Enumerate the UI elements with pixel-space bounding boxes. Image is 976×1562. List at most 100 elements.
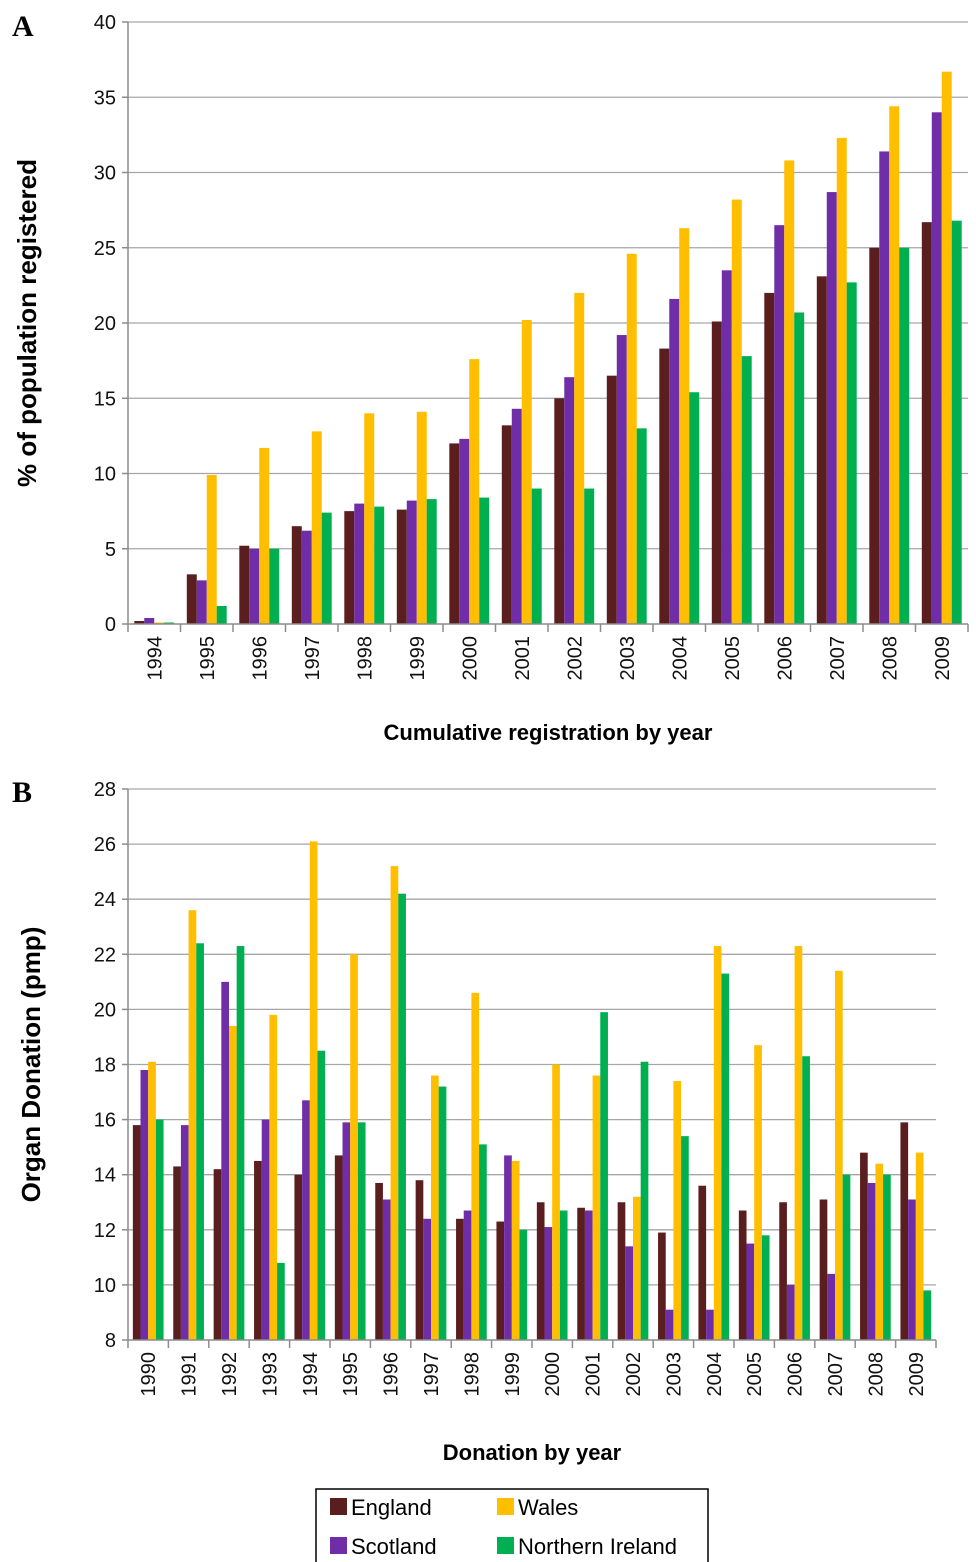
bar-scotland-1997 — [301, 530, 312, 624]
x-tick-label: 1992 — [219, 1352, 241, 1397]
x-tick-label: 2001 — [583, 1352, 605, 1397]
y-tick-label: 25 — [94, 238, 116, 260]
y-tick-label: 24 — [94, 889, 116, 911]
bar-scotland-1998 — [354, 503, 365, 624]
bar-england-2004 — [659, 348, 670, 624]
x-tick-label: 2002 — [564, 636, 586, 681]
bar-scotland-2003 — [616, 335, 627, 624]
bar-england-1998 — [344, 511, 355, 624]
x-tick-label: 1991 — [179, 1352, 201, 1397]
bar-scotland-2009 — [908, 1199, 916, 1340]
bar-england-1995 — [334, 1155, 343, 1340]
bar-scotland-1990 — [140, 1070, 149, 1340]
bar-northern-ireland-1997 — [438, 1086, 447, 1340]
bar-northern-ireland-2003 — [636, 428, 647, 624]
bar-england-1994 — [294, 1174, 303, 1340]
bar-scotland-2006 — [786, 1284, 795, 1340]
bar-wales-1992 — [229, 1025, 237, 1340]
bar-wales-2009 — [915, 1152, 924, 1340]
bar-wales-1999 — [416, 411, 427, 624]
y-tick-label: 15 — [94, 388, 116, 410]
bar-scotland-2004 — [706, 1309, 714, 1340]
bar-england-1991 — [173, 1166, 181, 1340]
bar-northern-ireland-1994 — [164, 622, 175, 624]
bar-northern-ireland-1992 — [236, 946, 245, 1340]
x-tick-label: 2006 — [774, 636, 796, 681]
y-tick-label: 35 — [94, 87, 116, 109]
y-tick-label: 26 — [94, 834, 116, 856]
bar-scotland-1999 — [406, 500, 417, 624]
bar-wales-1995 — [350, 954, 358, 1340]
bar-england-1999 — [496, 1221, 505, 1340]
bar-england-2000 — [536, 1202, 545, 1340]
y-tick-label: 22 — [94, 944, 116, 966]
legend: England Wales Scotland Northern Ireland — [315, 1488, 709, 1562]
bar-scotland-2005 — [721, 270, 732, 624]
bar-wales-2004 — [679, 228, 690, 624]
bar-northern-ireland-1998 — [374, 506, 385, 624]
bar-england-1990 — [132, 1125, 141, 1340]
x-tick-label: 2005 — [722, 636, 744, 681]
y-tick-label: 40 — [94, 12, 116, 34]
bar-northern-ireland-2003 — [681, 1136, 689, 1340]
y-tick-label: 0 — [105, 614, 116, 636]
bar-scotland-2004 — [669, 298, 680, 624]
bar-england-2001 — [501, 425, 512, 624]
bar-wales-1997 — [311, 431, 322, 624]
bar-scotland-1992 — [221, 981, 229, 1340]
bar-scotland-2003 — [665, 1309, 674, 1340]
legend-swatch-northern-ireland — [497, 1537, 514, 1554]
bar-scotland-1995 — [342, 1122, 351, 1340]
bar-scotland-1993 — [261, 1119, 270, 1340]
bar-wales-1996 — [259, 447, 270, 624]
y-tick-label: 20 — [94, 999, 116, 1021]
bar-scotland-2000 — [459, 438, 470, 624]
bar-england-2006 — [779, 1202, 787, 1340]
bar-northern-ireland-2008 — [883, 1174, 891, 1340]
bar-scotland-1994 — [302, 1100, 310, 1340]
x-tick-label: 1994 — [144, 636, 166, 681]
bar-england-2005 — [738, 1210, 747, 1340]
bar-northern-ireland-2008 — [899, 247, 910, 624]
bar-england-2008 — [869, 247, 880, 624]
bar-scotland-2007 — [827, 1273, 835, 1340]
bar-northern-ireland-2007 — [846, 282, 857, 624]
bar-wales-1996 — [390, 866, 399, 1340]
bar-wales-2008 — [875, 1163, 884, 1340]
y-tick-label: 8 — [105, 1330, 116, 1352]
bar-wales-2003 — [626, 253, 637, 624]
bar-scotland-1991 — [180, 1125, 189, 1340]
bar-northern-ireland-2001 — [531, 488, 542, 624]
bar-scotland-2000 — [544, 1227, 553, 1340]
x-tick-label: 1999 — [502, 1352, 524, 1397]
bar-northern-ireland-1996 — [269, 548, 280, 624]
bar-england-1999 — [396, 509, 407, 624]
bar-england-2009 — [921, 222, 932, 625]
bar-scotland-1996 — [382, 1199, 391, 1340]
bar-scotland-2005 — [746, 1243, 755, 1340]
x-tick-label: 2003 — [617, 636, 639, 681]
bar-wales-1990 — [148, 1061, 156, 1340]
bar-scotland-2009 — [931, 112, 942, 625]
bar-wales-2005 — [754, 1045, 762, 1340]
bar-northern-ireland-2005 — [761, 1235, 770, 1340]
bar-scotland-2008 — [879, 151, 890, 624]
bar-england-1998 — [456, 1218, 464, 1340]
bar-northern-ireland-1997 — [321, 512, 332, 624]
bar-northern-ireland-1993 — [277, 1262, 285, 1340]
bar-scotland-1998 — [463, 1210, 472, 1340]
bar-scotland-2002 — [564, 377, 575, 624]
y-tick-label: 28 — [94, 779, 116, 801]
bar-scotland-1996 — [249, 548, 260, 624]
y-axis-title: Organ Donation (pmp) — [16, 927, 46, 1203]
bar-northern-ireland-1995 — [357, 1122, 366, 1340]
x-axis-title: Donation by year — [443, 1440, 622, 1465]
bar-northern-ireland-1991 — [196, 943, 204, 1340]
x-tick-label: 2007 — [825, 1352, 847, 1397]
bar-northern-ireland-1996 — [398, 893, 406, 1340]
x-tick-label: 2008 — [865, 1352, 887, 1397]
bar-england-2000 — [449, 443, 460, 624]
bar-northern-ireland-2005 — [741, 356, 752, 624]
bar-northern-ireland-1994 — [317, 1050, 326, 1340]
bar-wales-2002 — [574, 292, 585, 624]
